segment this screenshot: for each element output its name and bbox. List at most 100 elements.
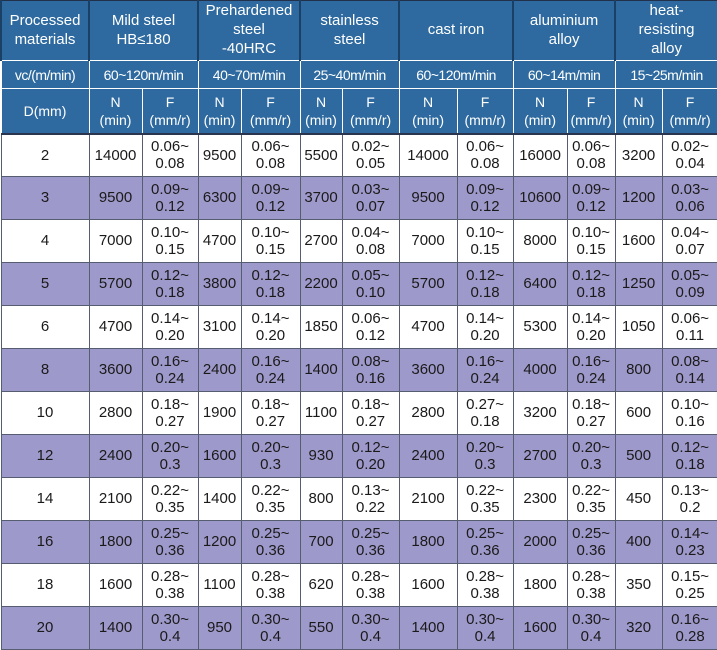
f-value-cell: 0.28~ 0.38 xyxy=(141,563,199,607)
table-row: 18 1600 0.28~ 0.38 1100 0.28~ 0.38 620 0.28~ 0… xyxy=(0,563,717,607)
table-header: Processed materials Mild steel HB≤180 Pr… xyxy=(0,0,717,135)
diameter-cell: 16 xyxy=(0,520,90,564)
table-row: 12 2400 0.20~ 0.3 1600 0.20~ 0.3 930 0.12~ 0.2… xyxy=(0,434,717,478)
n-value-cell: 2800 xyxy=(398,391,458,435)
n-value-cell: 4700 xyxy=(88,305,143,349)
f-value-cell: 0.25~ 0.36 xyxy=(341,520,400,564)
n-value-cell: 7000 xyxy=(398,219,458,263)
f-value-cell: 0.03~ 0.07 xyxy=(341,176,400,220)
n-value-cell: 1600 xyxy=(398,563,458,607)
f-value-cell: 0.12~ 0.18 xyxy=(240,262,301,306)
f-value-cell: 0.10~ 0.15 xyxy=(141,219,199,263)
diameter-cell: 6 xyxy=(0,305,90,349)
f-value-cell: 0.12~ 0.18 xyxy=(661,434,717,478)
f-value-cell: 0.12~ 0.18 xyxy=(141,262,199,306)
n-value-cell: 1850 xyxy=(299,305,343,349)
n-value-cell: 2100 xyxy=(398,477,458,521)
n-value-cell: 6400 xyxy=(512,262,568,306)
diameter-cell: 3 xyxy=(0,176,90,220)
n-value-cell: 320 xyxy=(614,606,663,650)
speed-stainless-steel: 25~40m/min xyxy=(299,60,400,89)
n-value-cell: 9500 xyxy=(197,133,242,177)
n-subheader: N (min) xyxy=(512,88,568,135)
n-value-cell: 10600 xyxy=(512,176,568,220)
n-value-cell: 5500 xyxy=(299,133,343,177)
n-value-cell: 1400 xyxy=(398,606,458,650)
f-value-cell: 0.12~ 0.18 xyxy=(456,262,514,306)
speed-aluminium-alloy: 60~14m/min xyxy=(512,60,616,89)
f-value-cell: 0.08~ 0.14 xyxy=(661,348,717,392)
n-value-cell: 1400 xyxy=(299,348,343,392)
n-value-cell: 2300 xyxy=(512,477,568,521)
f-value-cell: 0.25~ 0.36 xyxy=(566,520,616,564)
n-value-cell: 800 xyxy=(299,477,343,521)
diameter-cell: 18 xyxy=(0,563,90,607)
diameter-cell: 8 xyxy=(0,348,90,392)
material-header-aluminium-alloy: aluminium alloy xyxy=(512,0,617,61)
n-value-cell: 2700 xyxy=(299,219,343,263)
f-value-cell: 0.20~ 0.3 xyxy=(141,434,199,478)
f-value-cell: 0.25~ 0.36 xyxy=(141,520,199,564)
f-value-cell: 0.10~ 0.15 xyxy=(456,219,514,263)
f-value-cell: 0.06~ 0.08 xyxy=(141,133,199,177)
material-header-cast-iron: cast iron xyxy=(398,0,515,61)
table-row: 6 4700 0.14~ 0.20 3100 0.14~ 0.20 1850 0.06~ 0… xyxy=(0,305,717,349)
f-value-cell: 0.16~ 0.28 xyxy=(661,606,717,650)
f-value-cell: 0.30~ 0.4 xyxy=(456,606,514,650)
table-body: 2 14000 0.06~ 0.08 9500 0.06~ 0.08 5500 0.02~ … xyxy=(0,133,717,650)
n-subheader: N (min) xyxy=(299,88,343,135)
f-value-cell: 0.14~ 0.20 xyxy=(456,305,514,349)
f-value-cell: 0.28~ 0.38 xyxy=(341,563,400,607)
f-value-cell: 0.20~ 0.3 xyxy=(240,434,301,478)
n-value-cell: 7000 xyxy=(88,219,143,263)
f-value-cell: 0.05~ 0.10 xyxy=(341,262,400,306)
table-row: 10 2800 0.18~ 0.27 1900 0.18~ 0.27 1100 0.18~ … xyxy=(0,391,717,435)
speed-cast-iron: 60~120m/min xyxy=(398,60,514,89)
n-value-cell: 8000 xyxy=(512,219,568,263)
material-header-prehardened-steel: Prehardened steel -40HRC xyxy=(197,0,302,61)
n-value-cell: 1800 xyxy=(512,563,568,607)
table-row: 8 3600 0.16~ 0.24 2400 0.16~ 0.24 1400 0.08~ 0… xyxy=(0,348,717,392)
diameter-cell: 14 xyxy=(0,477,90,521)
speed-prehardened-steel: 40~70m/min xyxy=(197,60,301,89)
f-value-cell: 0.14~ 0.20 xyxy=(141,305,199,349)
f-value-cell: 0.05~ 0.09 xyxy=(661,262,717,306)
f-value-cell: 0.02~ 0.04 xyxy=(661,133,717,177)
f-value-cell: 0.16~ 0.24 xyxy=(456,348,514,392)
diameter-cell: 4 xyxy=(0,219,90,263)
f-value-cell: 0.14~ 0.20 xyxy=(240,305,301,349)
f-value-cell: 0.15~ 0.25 xyxy=(661,563,717,607)
n-subheader: N (min) xyxy=(614,88,663,135)
f-value-cell: 0.22~ 0.35 xyxy=(141,477,199,521)
table-row: 14 2100 0.22~ 0.35 1400 0.22~ 0.35 800 0.13~ 0… xyxy=(0,477,717,521)
f-value-cell: 0.25~ 0.36 xyxy=(240,520,301,564)
n-value-cell: 1200 xyxy=(197,520,242,564)
f-value-cell: 0.06~ 0.08 xyxy=(566,133,616,177)
n-value-cell: 5700 xyxy=(398,262,458,306)
f-value-cell: 0.20~ 0.3 xyxy=(456,434,514,478)
n-value-cell: 2100 xyxy=(88,477,143,521)
n-value-cell: 3800 xyxy=(197,262,242,306)
nf-subheader-row: D(mm) N (min) F (mm/r) N (min) F (mm/r) … xyxy=(0,88,717,135)
f-subheader: F (mm/r) xyxy=(341,88,400,135)
n-value-cell: 4000 xyxy=(512,348,568,392)
f-value-cell: 0.28~ 0.38 xyxy=(240,563,301,607)
f-value-cell: 0.06~ 0.12 xyxy=(341,305,400,349)
n-value-cell: 6300 xyxy=(197,176,242,220)
processed-materials-header: Processed materials xyxy=(0,0,90,61)
n-subheader: N (min) xyxy=(88,88,143,135)
diameter-label: D(mm) xyxy=(0,88,90,135)
f-value-cell: 0.08~ 0.16 xyxy=(341,348,400,392)
f-value-cell: 0.25~ 0.36 xyxy=(456,520,514,564)
n-value-cell: 16000 xyxy=(512,133,568,177)
n-value-cell: 5300 xyxy=(512,305,568,349)
n-value-cell: 4700 xyxy=(398,305,458,349)
f-value-cell: 0.03~ 0.06 xyxy=(661,176,717,220)
n-value-cell: 3700 xyxy=(299,176,343,220)
table-row: 2 14000 0.06~ 0.08 9500 0.06~ 0.08 5500 0.02~ … xyxy=(0,133,717,177)
f-value-cell: 0.27~ 0.18 xyxy=(456,391,514,435)
n-value-cell: 2700 xyxy=(512,434,568,478)
f-value-cell: 0.28~ 0.38 xyxy=(456,563,514,607)
diameter-cell: 2 xyxy=(0,133,90,177)
n-value-cell: 930 xyxy=(299,434,343,478)
